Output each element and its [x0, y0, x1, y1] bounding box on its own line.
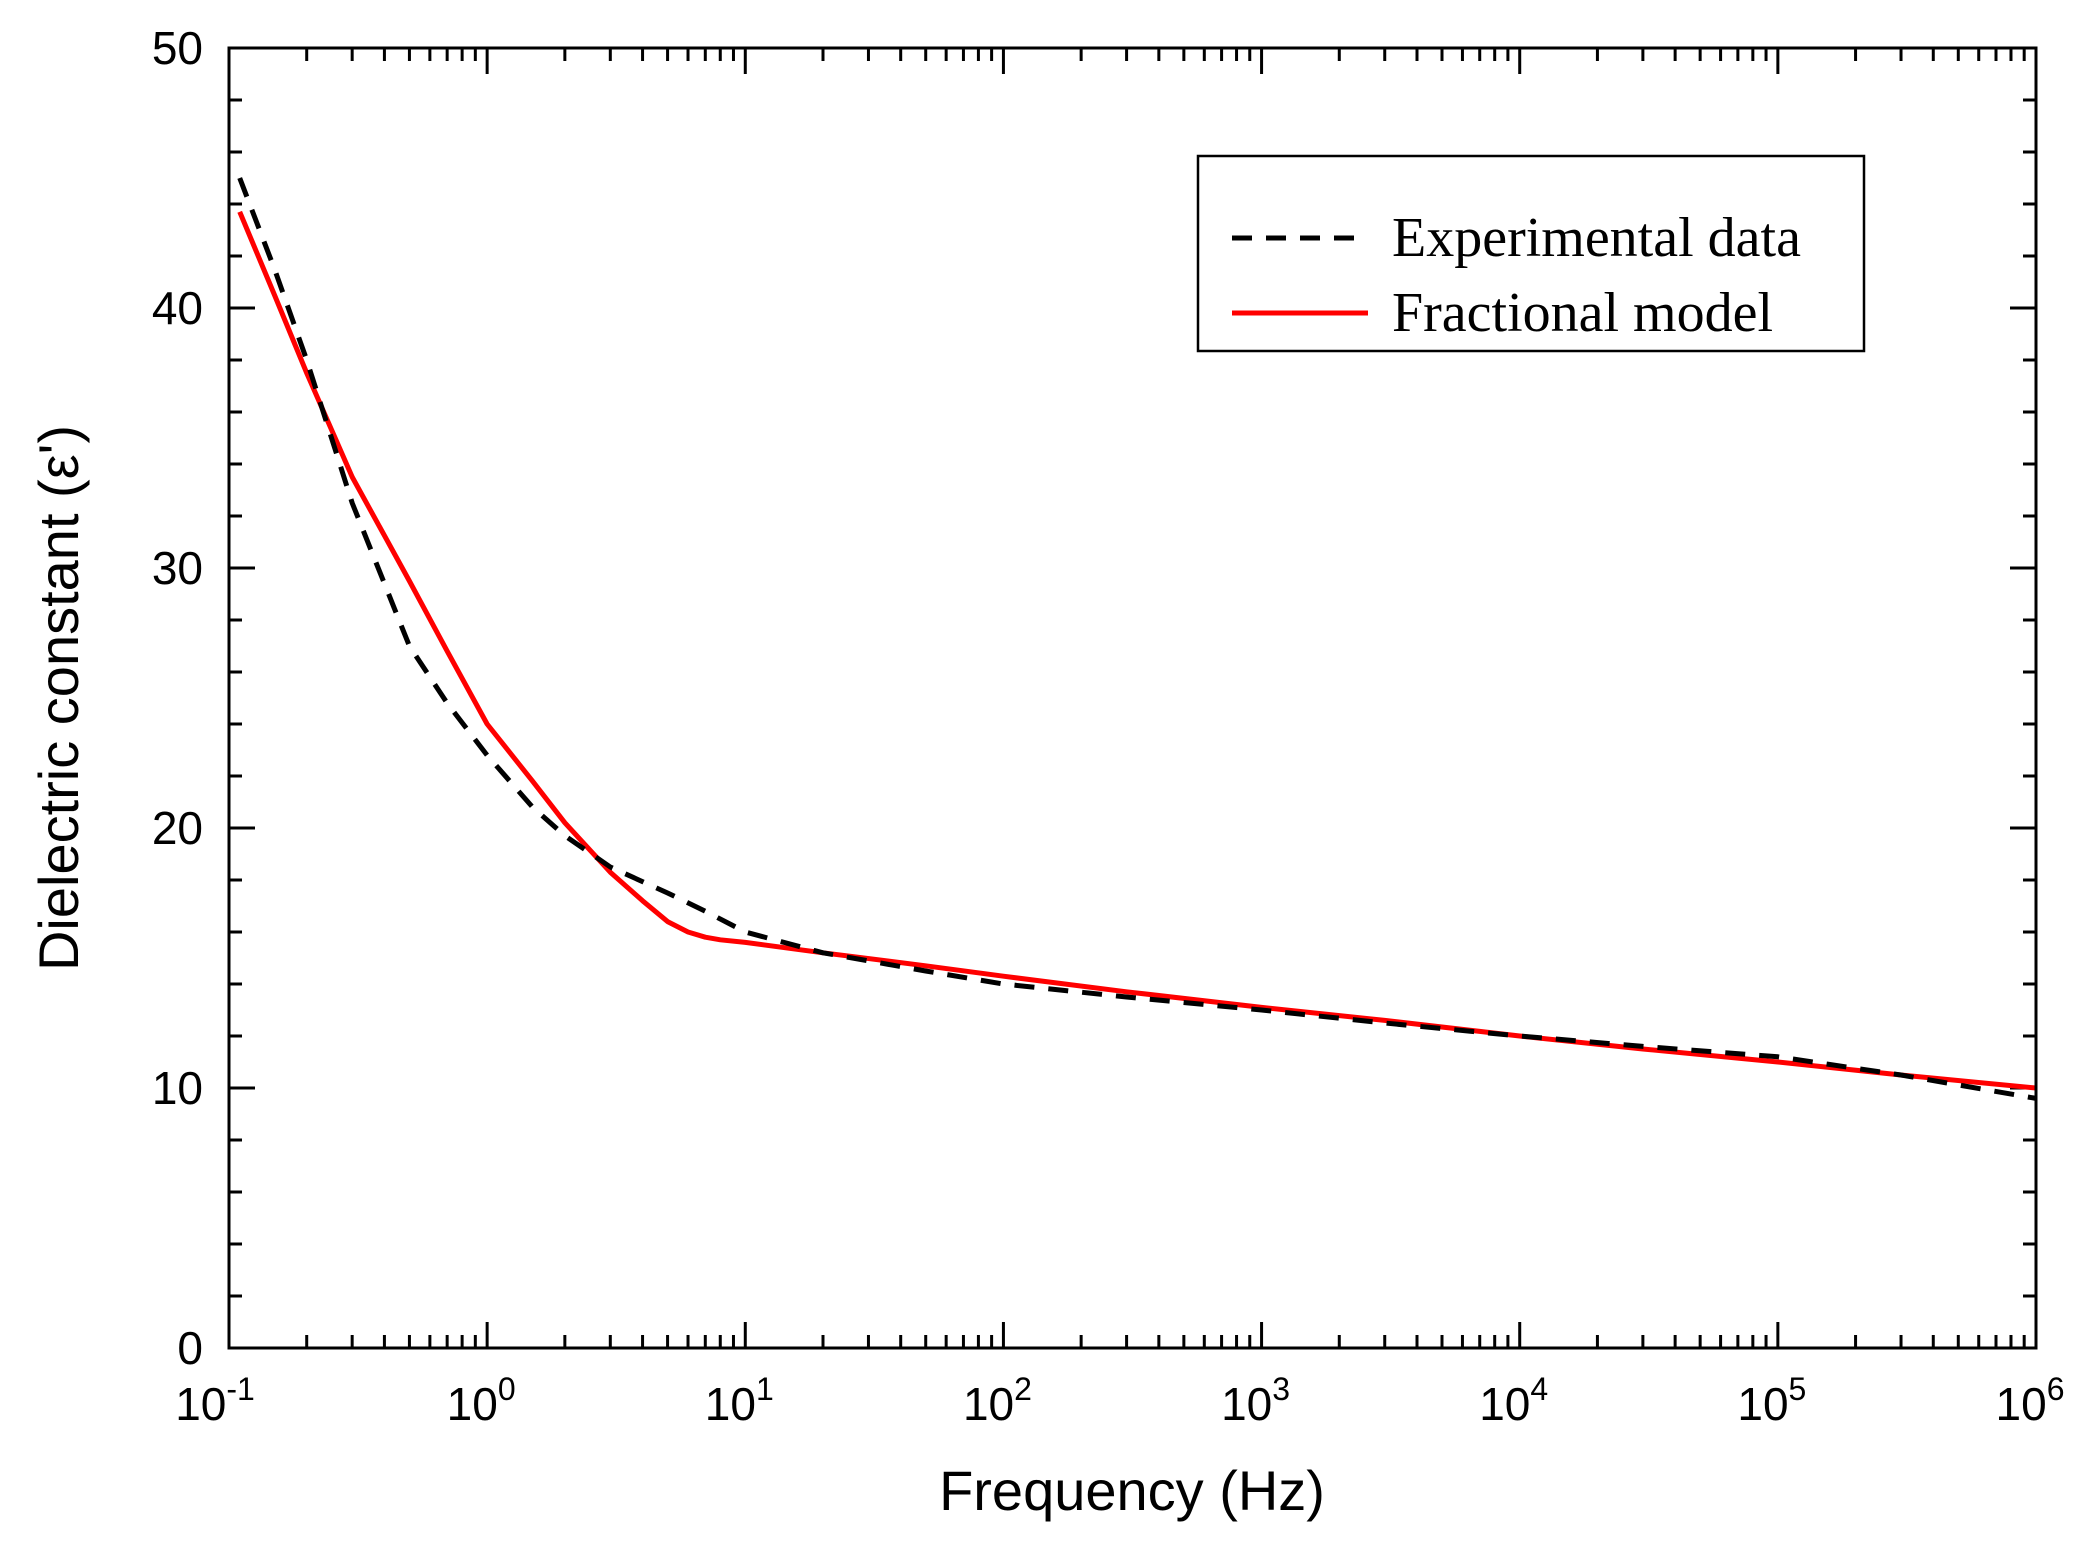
x-tick-base: 10 — [705, 1378, 756, 1430]
series-experimental-line — [237, 177, 2037, 1101]
x-axis-title: Frequency (Hz) — [939, 1459, 1325, 1522]
y-tick-label: 10 — [152, 1062, 203, 1114]
x-tick-base: 10 — [175, 1378, 226, 1430]
legend-label-fractional: Fractional model — [1392, 282, 1773, 344]
y-axis-title: Dielectric constant (ε') — [27, 425, 90, 971]
x-tick-base: 10 — [1479, 1378, 1530, 1430]
x-tick-exponent: -1 — [226, 1371, 254, 1407]
x-tick-label: 105 — [1737, 1371, 1806, 1430]
legend-label-experimental: Experimental data — [1392, 207, 1801, 269]
legend: Experimental data Fractional model — [1196, 154, 1866, 353]
x-tick-base: 10 — [1996, 1378, 2047, 1430]
x-tick-base: 10 — [963, 1378, 1014, 1430]
tick-marks — [227, 46, 2038, 1350]
x-tick-exponent: 3 — [1272, 1371, 1290, 1407]
x-tick-exponent: 1 — [756, 1371, 774, 1407]
x-tick-base: 10 — [1221, 1378, 1272, 1430]
x-tick-label: 10-1 — [175, 1371, 255, 1430]
y-tick-label: 20 — [152, 802, 203, 854]
x-tick-exponent: 2 — [1014, 1371, 1032, 1407]
y-tick-label: 40 — [152, 282, 203, 334]
series-fractional-line — [237, 210, 2037, 1091]
plot-frame — [227, 46, 2038, 1350]
x-tick-label: 100 — [447, 1371, 516, 1430]
x-tick-label: 104 — [1479, 1371, 1548, 1430]
y-tick-label: 50 — [152, 22, 203, 74]
x-tick-label: 102 — [963, 1371, 1032, 1430]
legend-box — [1196, 154, 1866, 353]
x-tick-label: 101 — [705, 1371, 774, 1430]
x-tick-exponent: 5 — [1789, 1371, 1807, 1407]
series-layer — [237, 177, 2037, 1101]
x-tick-label: 103 — [1221, 1371, 1290, 1430]
x-tick-label: 106 — [1996, 1371, 2065, 1430]
x-tick-exponent: 6 — [2047, 1371, 2065, 1407]
y-tick-label: 0 — [177, 1322, 203, 1374]
y-tick-label: 30 — [152, 542, 203, 594]
x-tick-base: 10 — [447, 1378, 498, 1430]
x-tick-exponent: 4 — [1530, 1371, 1548, 1407]
x-tick-exponent: 0 — [498, 1371, 516, 1407]
x-tick-base: 10 — [1737, 1378, 1788, 1430]
